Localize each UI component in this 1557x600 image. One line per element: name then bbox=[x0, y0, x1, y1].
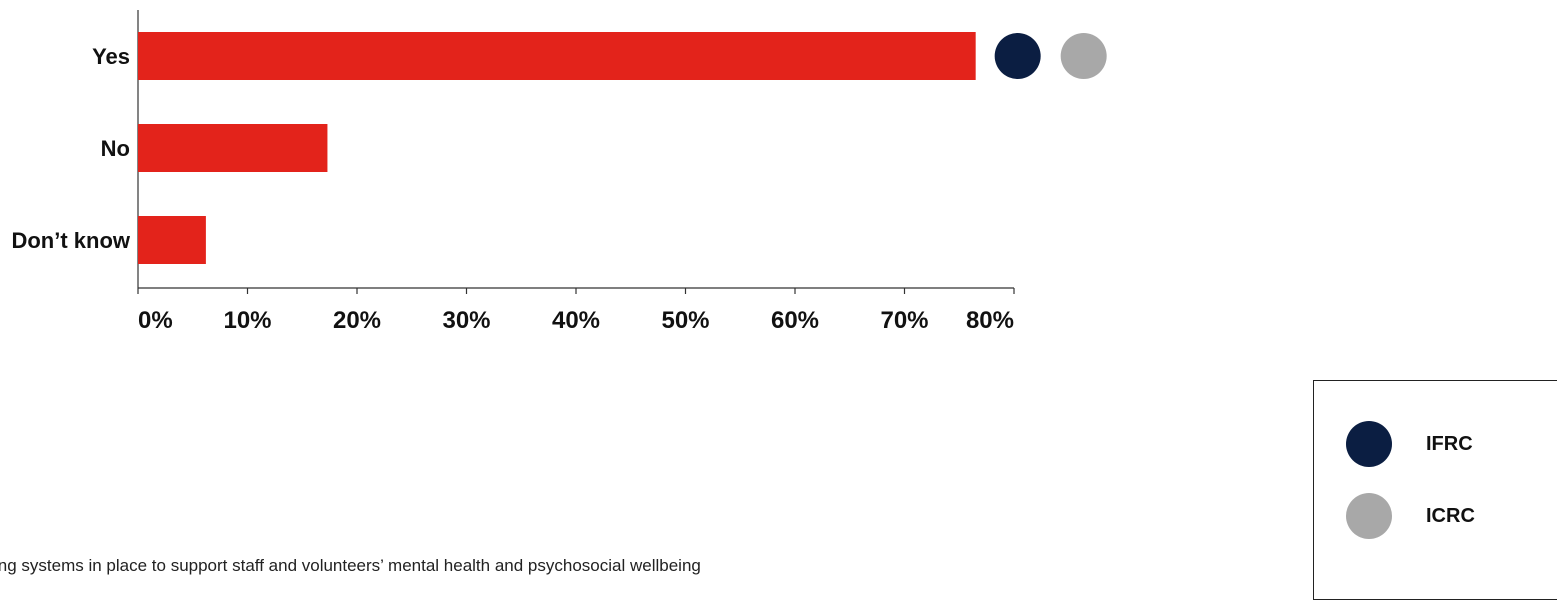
x-tick-label: 0% bbox=[138, 307, 173, 334]
x-tick-label: 80% bbox=[966, 307, 1014, 334]
bar-don-t-know bbox=[138, 216, 206, 264]
legend-item-icrc: ICRC bbox=[1346, 493, 1475, 539]
marker-icrc bbox=[1060, 33, 1107, 79]
legend-label-ifrc: IFRC bbox=[1426, 432, 1473, 455]
legend-label-icrc: ICRC bbox=[1426, 504, 1475, 527]
chart-caption: ing systems in place to support staff an… bbox=[0, 556, 701, 575]
legend-swatch-ifrc bbox=[1346, 421, 1392, 467]
x-tick-label: 60% bbox=[771, 307, 819, 334]
bar-chart: Yes No Don’t know 0% 10% 20% 30% 40% 50% 60% 70% 80… bbox=[11, 10, 1107, 334]
x-tick-label: 20% bbox=[333, 307, 381, 334]
x-tick-label: 50% bbox=[661, 307, 709, 334]
category-label-yes: Yes bbox=[92, 44, 130, 69]
legend: IFRC ICRC bbox=[1313, 380, 1557, 600]
category-label-no: No bbox=[101, 136, 130, 161]
legend-swatch-icrc bbox=[1346, 493, 1392, 539]
marker-ifrc bbox=[994, 33, 1041, 79]
x-tick-label: 40% bbox=[552, 307, 600, 334]
bar-yes bbox=[138, 32, 976, 80]
x-tick-label: 70% bbox=[880, 307, 928, 334]
x-tick-label: 30% bbox=[442, 307, 490, 334]
category-label-don-t-know: Don’t know bbox=[11, 228, 130, 253]
legend-item-ifrc: IFRC bbox=[1346, 421, 1473, 467]
bar-no bbox=[138, 124, 328, 172]
x-tick-label: 10% bbox=[223, 307, 271, 334]
